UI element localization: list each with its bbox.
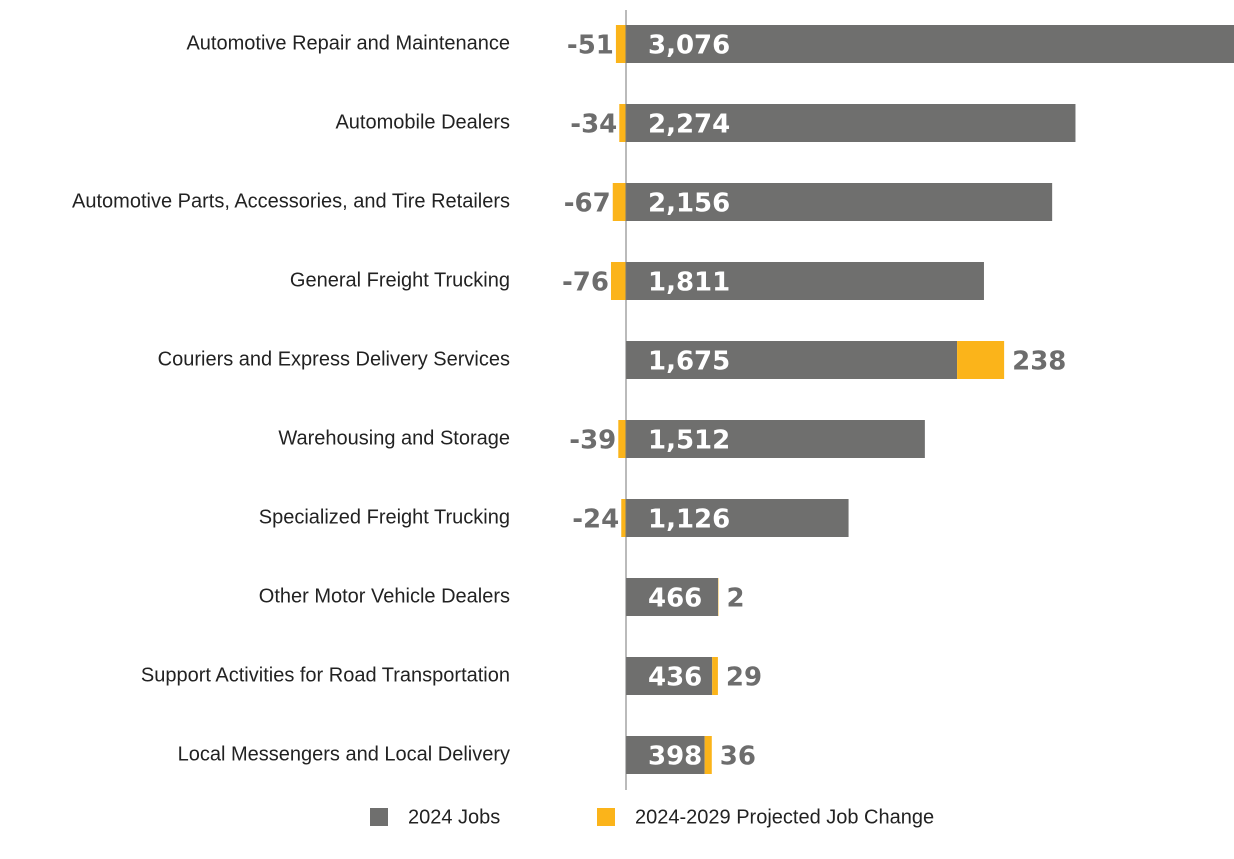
data-label: 29 [726,663,762,693]
bar [626,499,849,537]
category-label: Automotive Parts, Accessories, and Tire … [72,190,510,212]
bar [612,183,626,221]
bar [704,736,712,774]
bar [626,657,713,695]
data-label: -39 [569,426,616,456]
data-label: -51 [567,31,614,61]
data-label: 1,811 [648,268,730,298]
category-label: Automobile Dealers [335,111,510,133]
category-label: Support Activities for Road Transportati… [141,664,510,686]
bar [957,341,1005,379]
bar [619,104,626,142]
bar [626,736,705,774]
data-label: -34 [570,110,617,140]
legend-swatch [597,808,615,826]
category-label: Specialized Freight Trucking [259,506,510,528]
bar [712,657,718,695]
bar [626,104,1076,142]
category-label: Other Motor Vehicle Dealers [259,585,510,607]
data-label: 398 [648,742,702,772]
bar [626,420,925,458]
data-label: 1,126 [648,505,730,535]
bar [626,183,1053,221]
bar [626,262,984,300]
data-label: 238 [1012,347,1066,377]
category-label: Local Messengers and Local Delivery [178,743,510,765]
category-label: Couriers and Express Delivery Services [158,348,510,370]
bar [610,262,626,300]
data-label: -24 [572,505,619,535]
category-label: General Freight Trucking [290,269,510,291]
category-label: Warehousing and Storage [278,427,510,449]
legend-label: 2024-2029 Projected Job Change [635,806,934,828]
legend-swatch [370,808,388,826]
data-label: 2 [727,584,745,614]
data-label: 1,675 [648,347,730,377]
bar [618,420,626,458]
data-label: 466 [648,584,702,614]
data-label: -67 [564,189,611,219]
category-label: Automotive Repair and Maintenance [186,32,510,54]
legend-label: 2024 Jobs [408,806,500,828]
bar [626,341,958,379]
bar [626,25,1234,63]
data-label: 2,156 [648,189,730,219]
data-label: 1,512 [648,426,730,456]
bar [621,499,626,537]
data-label: 36 [720,742,756,772]
bar [615,25,626,63]
bar [626,578,719,616]
data-label: 2,274 [648,110,730,140]
data-label: 3,076 [648,31,730,61]
data-label: 436 [648,663,702,693]
data-label: -76 [562,268,609,298]
